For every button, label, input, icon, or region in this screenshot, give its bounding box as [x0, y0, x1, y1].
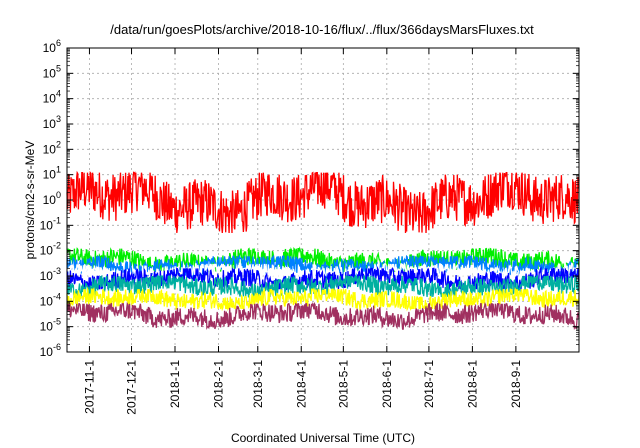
- y-tick-label: 101: [43, 165, 61, 182]
- y-tick-label: 10-4: [40, 291, 61, 308]
- series-line: [66, 286, 580, 312]
- x-tick-label: 2018-2-1: [211, 360, 225, 408]
- chart-title: /data/run/goesPlots/archive/2018-10-16/f…: [110, 22, 534, 37]
- x-tick-label: 2018-5-1: [336, 360, 350, 408]
- series-line: [66, 274, 580, 299]
- x-tick-label: 2018-9-1: [509, 360, 523, 408]
- y-axis-title: protons/cm2-s-sr-MeV: [23, 141, 37, 260]
- y-tick-label: 106: [43, 38, 61, 55]
- x-tick-label: 2018-1-1: [168, 360, 182, 408]
- series-line: [66, 301, 580, 331]
- series-layer: [66, 170, 580, 331]
- series-line: [66, 254, 580, 279]
- x-tick-label: 2018-3-1: [251, 360, 265, 408]
- x-tick-label: 2017-12-1: [125, 360, 139, 415]
- y-tick-label: 10-2: [40, 241, 61, 258]
- axes: 10-6 10-5 10-4 10-3 10-2 10-1 100 101 102 103 104 1…: [40, 38, 579, 415]
- series-line: [66, 170, 580, 234]
- x-tick-label: 2018-8-1: [465, 360, 479, 408]
- y-tick-label: 10-1: [40, 215, 61, 232]
- y-tick-label: 100: [43, 190, 61, 207]
- series-line: [66, 246, 580, 274]
- y-tick-label: 104: [43, 89, 61, 106]
- x-tick-label: 2018-4-1: [294, 360, 308, 408]
- y-tick-label: 105: [43, 63, 61, 80]
- x-tick-label: 2018-6-1: [380, 360, 394, 408]
- y-tick-label: 103: [43, 114, 61, 131]
- x-tick-label: 2017-11-1: [82, 360, 96, 414]
- y-tick-label: 10-5: [40, 317, 61, 334]
- x-axis-title: Coordinated Universal Time (UTC): [231, 431, 415, 445]
- y-tick-label: 10-3: [40, 266, 61, 283]
- y-tick-label: 10-6: [40, 342, 61, 359]
- y-tick-label: 102: [43, 139, 61, 156]
- x-tick-label: 2018-7-1: [422, 360, 436, 408]
